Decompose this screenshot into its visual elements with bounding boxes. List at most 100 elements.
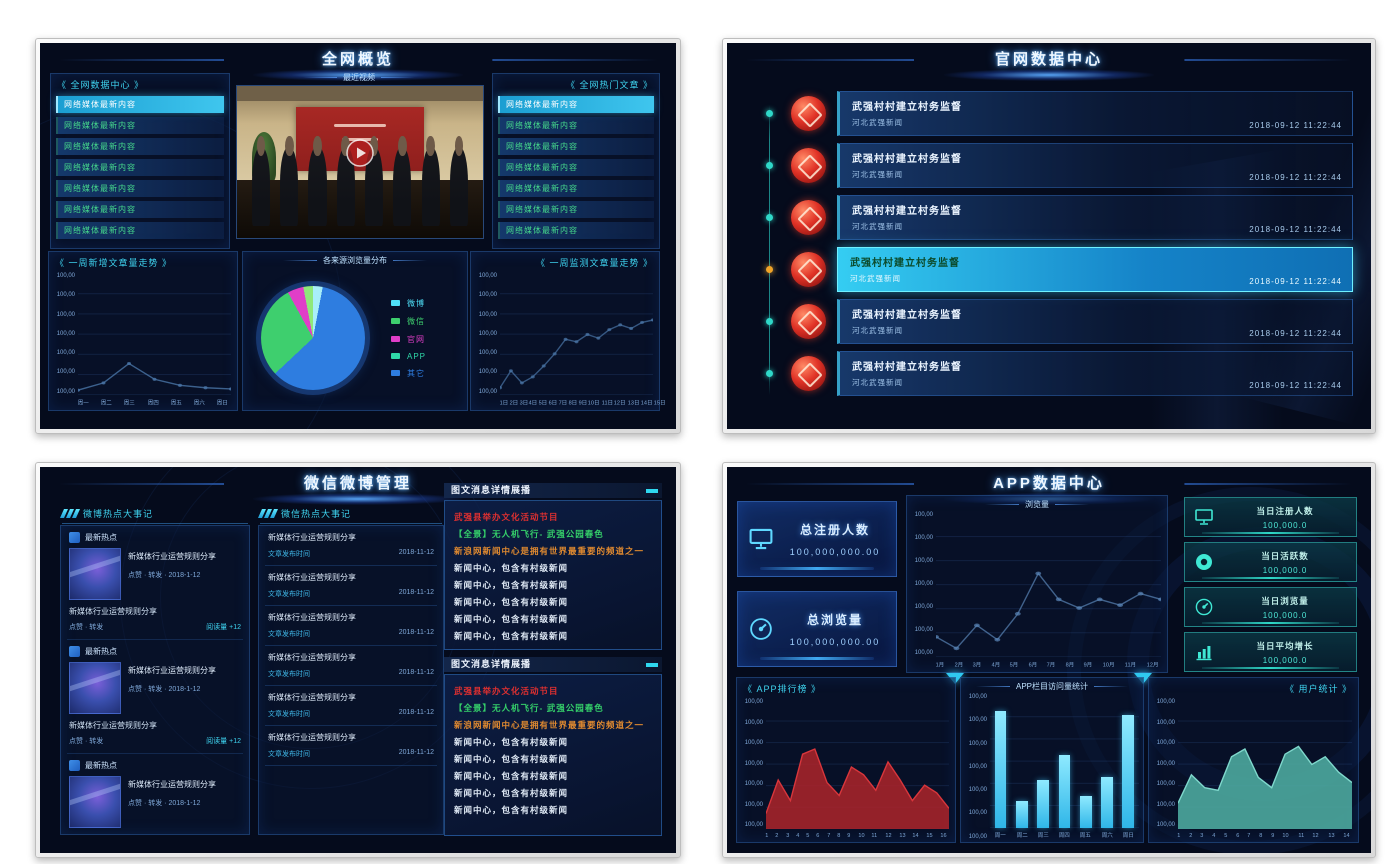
x-tick-label: 16 [940,832,947,839]
y-tick-label: 100,00 [56,330,75,337]
weibo-column-header-label: 微博热点大事记 [83,509,154,519]
wechat-posts-panel: 新媒体行业运营规则分享 文章发布时间 2018-11-12 新媒体行业运营规则分享 文章… [258,525,444,835]
list-item[interactable]: 网络媒体最新内容 [498,222,654,239]
news-item[interactable]: 武强村村建立村务监督 河北武强新闻 2018-09-12 11:22:44 [791,91,1353,136]
legend-item[interactable]: 其它 [391,368,426,379]
list-item[interactable]: 网络媒体最新内容 [56,201,224,218]
news-source: 河北武强新闻 [852,222,903,231]
x-tick-label: 周五 [1080,832,1092,839]
list-item[interactable]: 网络媒体最新内容 [56,138,224,155]
list-item[interactable]: 网络媒体最新内容 [498,138,654,155]
screen-app-datacenter: APP数据中心 总注册人数 100,000,000.00 总浏览量 100,000,0… [722,462,1376,858]
wechat-post[interactable]: 新媒体行业运营规则分享 文章发布时间 2018-11-12 [265,566,437,606]
list-item[interactable]: 网络媒体最新内容 [56,159,224,176]
list-item[interactable]: 网络媒体最新内容 [56,222,224,239]
source-pie-chart [261,286,365,390]
x-tick-label: 周六 [193,400,206,407]
legend-item[interactable]: 微信 [391,316,426,327]
x-tick-label: 5 [1224,832,1228,839]
detail-section-body: 武强县举办文化活动节目 【全景】无人机飞行- 武强公园春色 新浪网新闻中心是拥有世界… [444,674,662,836]
y-tick-label: 100,00 [56,349,75,356]
y-tick-label: 100,00 [1156,780,1175,788]
play-icon[interactable] [345,138,375,168]
legend-item[interactable]: 官网 [391,334,426,345]
publish-time-label: 文章发布时间 [268,591,310,598]
y-axis: 100,00 100,00 100,00 100,00 100,00 100,00 100,… [907,510,936,659]
stat-value: 100,000,000.00 [789,637,881,647]
app-ranking-chart: 100,00 100,00 100,00 100,00 100,00 100,00 100,… [737,697,955,842]
post-title: 新媒体行业运营规则分享 [128,780,216,789]
detail-line: 新闻中心，包含有村级新闻 [454,771,569,781]
gauge-icon [748,616,774,642]
y-tick-label: 100,00 [1156,718,1175,726]
x-tick-label: 2月 [954,662,963,669]
timeline-dot [766,318,773,325]
list-item[interactable]: 网络媒体最新内容 [56,180,224,197]
daily-stat-card: 当日平均增长 100,000.0 [1184,632,1357,672]
y-tick-label: 100,00 [914,511,933,518]
legend-item[interactable]: APP [391,352,426,361]
detail-line: 新闻中心，包含有村级新闻 [454,788,569,798]
x-tick-label: 6 [816,832,820,839]
wechat-post[interactable]: 新媒体行业运营规则分享 文章发布时间 2018-11-12 [265,686,437,726]
news-item[interactable]: 武强村村建立村务监督 河北武强新闻 2018-09-12 11:22:44 [791,143,1353,188]
list-item[interactable]: 网络媒体最新内容 [56,96,224,113]
app-ranking-panel: 《 APP排行榜 》 100,00 100,00 100,00 100,00 100,0… [736,677,956,843]
detail-line: 新闻中心，包含有村级新闻 [454,580,569,590]
x-tick-label: 周二 [1016,832,1028,839]
plot-area [1178,700,1352,829]
list-item[interactable]: 网络媒体最新内容 [498,117,654,134]
post-title: 新媒体行业运营规则分享 [268,733,356,742]
news-item[interactable]: 武强村村建立村务监督 河北武强新闻 2018-09-12 11:22:44 [791,299,1353,344]
screen4-display: APP数据中心 总注册人数 100,000,000.00 总浏览量 100,000,0… [727,467,1371,853]
bar-column: 周日 [1117,695,1139,842]
screen3-title: 微信微博管理 [303,475,412,492]
x-tick-label: 11 [1298,832,1304,839]
x-tick-label: 13 [1328,832,1335,839]
wechat-post[interactable]: 新媒体行业运营规则分享 文章发布时间 2018-11-12 [265,526,437,566]
video-thumbnail[interactable] [236,85,484,239]
x-axis: 1 2 3 4 5 6 7 8 9 10 11 12 13 14 [1149,831,1358,842]
wechat-post[interactable]: 新媒体行业运营规则分享 文章发布时间 2018-11-12 [265,646,437,686]
x-tick-label: 10 [858,832,865,839]
wechat-post[interactable]: 新媒体行业运营规则分享 文章发布时间 2018-11-12 [265,606,437,646]
screen2-title-bar: 官网数据中心 [727,43,1371,81]
news-timestamp: 2018-09-12 11:22:44 [1249,381,1342,390]
progress-line-decor [1202,622,1339,624]
y-tick-label: 100,00 [478,272,497,279]
y-tick-label: 100,00 [968,739,987,747]
news-card: 武强村村建立村务监督 河北武强新闻 2018-09-12 11:22:44 [837,195,1353,240]
x-tick-label: 周日 [217,400,229,407]
list-item[interactable]: 网络媒体最新内容 [498,96,654,113]
post-subtitle: 新媒体行业运营规则分享 [69,721,157,730]
y-tick-label: 100,00 [478,330,497,337]
y-tick-label: 100,00 [1156,698,1175,705]
news-item[interactable]: 武强村村建立村务监督 河北武强新闻 2018-09-12 11:22:44 [791,195,1353,240]
daily-stat-card: 当日注册人数 100,000.0 [1184,497,1357,537]
legend-item[interactable]: 微博 [391,298,426,309]
screen-network-overview: 全网概览 《 全网数据中心 》 网络媒体最新内容 网络媒体最新内容 网络媒体最新内容… [35,38,681,434]
timeline-dot [766,162,773,169]
list-item[interactable]: 网络媒体最新内容 [56,117,224,134]
screen3-display: 微信微博管理 微博热点大事记 最新热点 新媒体行业运营规则分享 点赞 · 转发 · … [40,467,676,853]
detail-line: 新闻中心，包含有村级新闻 [454,737,569,747]
pageviews-chart-panel: 浏览量 100,00 100,00 100,00 100,00 100,00 100,00… [906,495,1168,673]
news-source: 河北武强新闻 [852,326,903,335]
list-item[interactable]: 网络媒体最新内容 [498,159,654,176]
timeline-dot [766,214,773,221]
detail-line: 【全景】无人机飞行- 武强公园春色 [454,703,604,713]
list-item[interactable]: 网络媒体最新内容 [498,201,654,218]
post-subtitle: 新媒体行业运营规则分享 [69,834,241,835]
news-title: 武强村村建立村务监督 [852,206,962,217]
list-item[interactable]: 网络媒体最新内容 [498,180,654,197]
wechat-post[interactable]: 新媒体行业运营规则分享 文章发布时间 2018-11-12 [265,726,437,766]
news-item[interactable]: 武强村村建立村务监督 河北武强新闻 2018-09-12 11:22:44 [791,247,1353,292]
x-tick-label: 1 [765,832,769,839]
video-floor [237,180,483,238]
x-tick-label: 1日 [499,400,509,407]
post-thumbnail [69,776,121,828]
news-item[interactable]: 武强村村建立村务监督 河北武强新闻 2018-09-12 11:22:44 [791,351,1353,396]
